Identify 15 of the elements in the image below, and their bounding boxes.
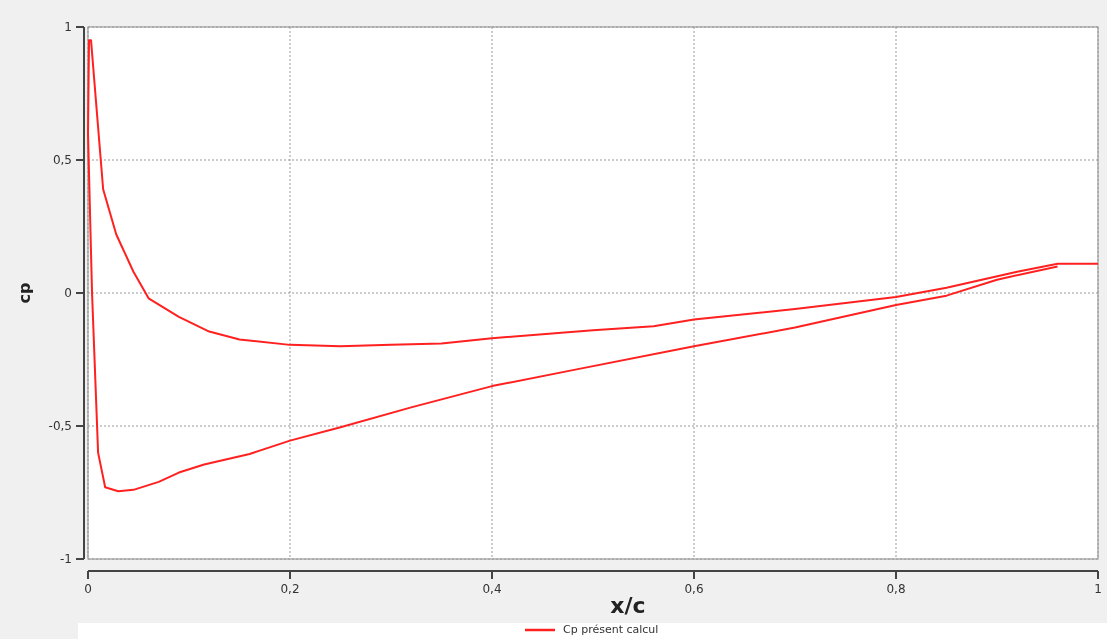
x-tick-label: 0,6	[684, 582, 704, 596]
line-series	[87, 39, 1099, 493]
y-axis-title: cp	[15, 282, 34, 304]
legend-label: Cp présent calcul	[563, 623, 659, 636]
x-tick-label: 1	[1094, 582, 1102, 596]
y-tick-label: -1	[60, 552, 72, 567]
x-tick-label: 0,4	[482, 582, 502, 596]
x-axis-title: x/c	[610, 593, 646, 618]
y-tick-label: -0,5	[48, 419, 72, 434]
x-tick-label: 0,2	[280, 582, 300, 596]
x-tick-label: 0,8	[886, 582, 906, 596]
y-tick-label: 0	[64, 286, 72, 301]
x-tick-label: 0	[84, 582, 92, 596]
y-tick-label: 0,5	[52, 153, 72, 168]
y-tick-label: 1	[64, 20, 72, 35]
